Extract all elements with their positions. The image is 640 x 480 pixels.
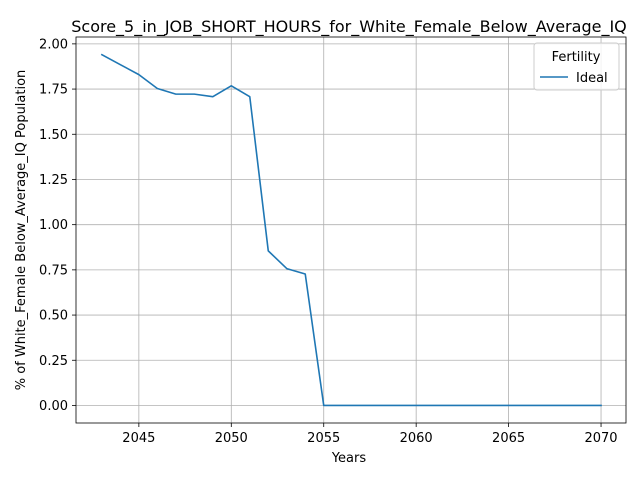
y-axis-label: % of White_Female Below_Average_IQ Popul… — [14, 70, 29, 391]
y-tick-label: 1.75 — [39, 83, 68, 98]
legend: Fertility Ideal — [534, 43, 619, 90]
x-tick-label: 2055 — [307, 431, 340, 446]
y-tick-label: 1.50 — [39, 128, 68, 143]
legend-title: Fertility — [552, 50, 601, 65]
x-tick-label: 2060 — [400, 431, 433, 446]
y-tick-label: 0.00 — [39, 399, 68, 414]
chart-title: Score_5_in_JOB_SHORT_HOURS_for_White_Fem… — [71, 17, 627, 37]
y-tick-label: 0.75 — [39, 263, 68, 278]
legend-label-ideal: Ideal — [576, 71, 608, 86]
x-tick-label: 2065 — [492, 431, 525, 446]
y-tick-label: 1.25 — [39, 173, 68, 188]
x-tick-label: 2045 — [122, 431, 155, 446]
y-tick-label: 1.00 — [39, 218, 68, 233]
x-tick-label: 2070 — [584, 431, 617, 446]
y-tick-label: 2.00 — [39, 37, 68, 52]
x-axis-label: Years — [331, 451, 367, 466]
x-tick-label: 2050 — [215, 431, 248, 446]
y-tick-label: 0.25 — [39, 354, 68, 369]
y-tick-label: 0.50 — [39, 309, 68, 324]
